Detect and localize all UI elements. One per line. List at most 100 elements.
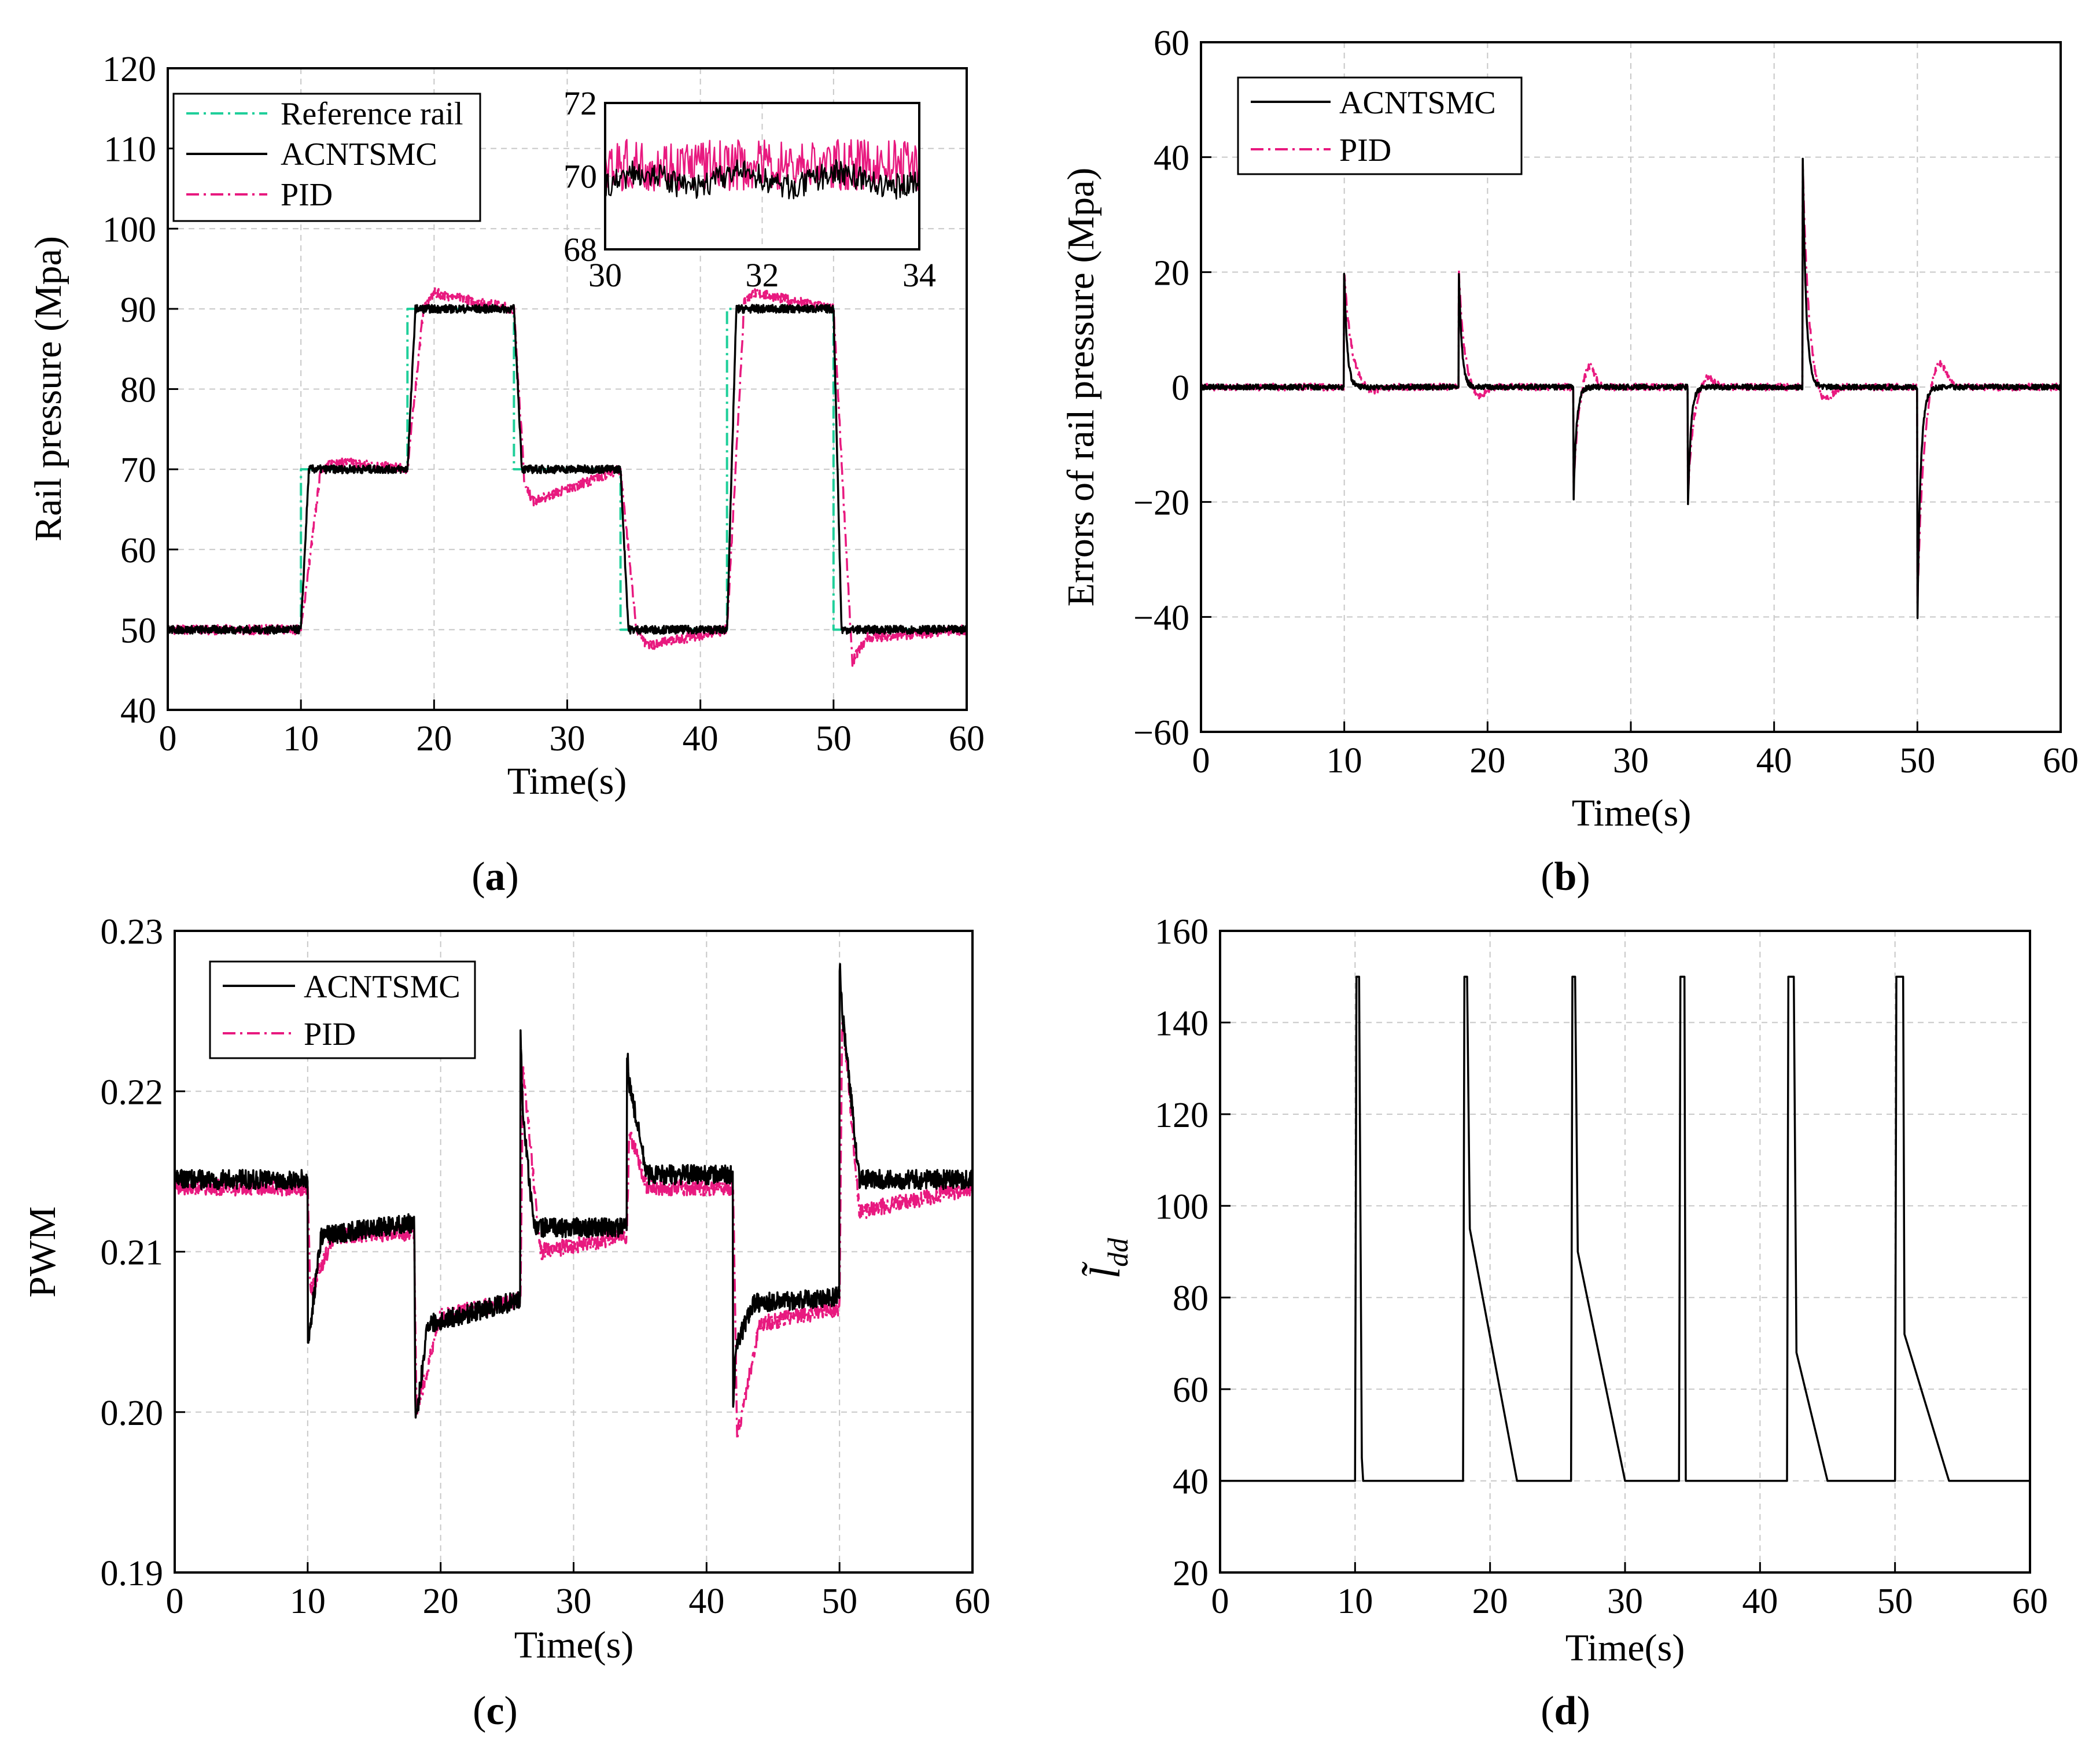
y-tick-label-d: 20 — [1173, 1554, 1209, 1593]
x-tick-label-c: 20 — [423, 1582, 459, 1621]
y-axis-label-c: PWM — [21, 1206, 64, 1298]
x-axis-label-a: Time(s) — [507, 760, 627, 802]
x-axis-label-b: Time(s) — [1572, 792, 1692, 834]
y-axis-label-a: Rail pressure (Mpa) — [27, 236, 69, 542]
y-tick-label-b: −20 — [1133, 484, 1189, 523]
panel-label-d: (d) — [1541, 1689, 1590, 1733]
x-tick-label-a: 40 — [683, 719, 719, 758]
panel-letter-b: b — [1554, 855, 1577, 899]
y-tick-label-a: 50 — [120, 611, 156, 650]
inset-ticks: 30 32 34 68 70 72 — [563, 84, 936, 294]
y-tick-label-a: 70 — [120, 451, 156, 490]
x-tick-label-d: 50 — [1877, 1582, 1913, 1621]
y-tick-label-c: 0.20 — [101, 1394, 164, 1433]
legend-box-c — [209, 960, 476, 1059]
y-tick-label-a: 120 — [102, 50, 156, 89]
inset-series-group — [605, 139, 919, 200]
x-tick-label-d: 0 — [1211, 1582, 1229, 1621]
legend-label-reference: Reference rail — [281, 96, 463, 132]
y-tick-label-d: 80 — [1173, 1279, 1209, 1319]
legend-a: Reference rail ACNTSMC PID — [172, 93, 481, 222]
y-tick-label-b: 0 — [1171, 369, 1189, 408]
x-tick-label-d: 30 — [1607, 1582, 1643, 1621]
x-tick-label-a: 10 — [283, 719, 319, 758]
inset-x-tick-label: 34 — [902, 256, 936, 294]
ticks-b: 0 10 20 30 40 50 60 −60 −40 −20 0 20 40 60 — [1133, 24, 2079, 780]
inset-x-tick-label: 32 — [746, 256, 779, 294]
series-group-c — [175, 963, 972, 1441]
series-line-acntsmc-d — [1220, 975, 2030, 1482]
y-axis-label-d: l̃dd — [1081, 1238, 1134, 1279]
x-tick-label-a: 60 — [949, 719, 985, 758]
chart-panel-b: 0 10 20 30 40 50 60 −60 −40 −20 0 20 40 60 ACNTSMC PI… — [1060, 24, 2079, 899]
series-line-acntsmc-a — [168, 304, 967, 635]
legend-label-acntsmc-c: ACNTSMC — [304, 969, 460, 1005]
legend-label-pid-a: PID — [281, 177, 333, 213]
legend-box-a — [172, 93, 481, 222]
y-tick-label-a: 90 — [120, 290, 156, 330]
legend-label-acntsmc-b: ACNTSMC — [1339, 85, 1496, 121]
legend-label-pid-c: PID — [304, 1017, 356, 1052]
inset-y-tick-label: 70 — [563, 158, 597, 196]
x-tick-label-b: 0 — [1192, 741, 1210, 780]
x-tick-label-c: 50 — [821, 1582, 857, 1621]
inset-line-pid — [605, 139, 919, 191]
y-tick-label-d: 100 — [1155, 1187, 1209, 1227]
x-axis-label-c: Time(s) — [514, 1624, 634, 1666]
y-tick-label-b: 40 — [1154, 139, 1189, 178]
x-tick-label-c: 60 — [955, 1582, 990, 1621]
y-tick-label-c: 0.23 — [101, 912, 164, 952]
y-axis-label-b: Errors of rail pressure (Mpa) — [1060, 168, 1102, 607]
ticks-c: 0 10 20 30 40 50 60 0.19 0.20 0.21 0.22 0.23 — [101, 912, 991, 1621]
series-group-d — [1220, 975, 2030, 1482]
legend-label-acntsmc-a: ACNTSMC — [281, 137, 437, 172]
x-tick-label-a: 50 — [816, 719, 852, 758]
series-line-acntsmc-b — [1201, 157, 2061, 620]
y-tick-label-b: −60 — [1133, 713, 1189, 753]
y-tick-label-c: 0.22 — [101, 1073, 164, 1112]
x-tick-label-d: 60 — [2012, 1582, 2048, 1621]
x-tick-label-b: 20 — [1469, 741, 1505, 780]
panel-label-a: (a) — [471, 855, 519, 899]
inset-frame — [604, 102, 920, 251]
x-tick-label-a: 20 — [416, 719, 452, 758]
y-tick-label-b: 60 — [1154, 24, 1189, 63]
x-tick-label-c: 0 — [166, 1582, 184, 1621]
x-tick-label-d: 20 — [1472, 1582, 1508, 1621]
panel-letter-c: c — [486, 1689, 504, 1733]
y-tick-label-c: 0.21 — [101, 1233, 164, 1273]
y-tick-label-a: 40 — [120, 691, 156, 731]
panel-label-b: (b) — [1541, 855, 1590, 899]
x-tick-label-b: 10 — [1327, 741, 1362, 780]
x-axis-label-d: Time(s) — [1565, 1627, 1685, 1669]
x-tick-label-a: 30 — [550, 719, 585, 758]
y-tick-label-d: 160 — [1155, 912, 1209, 952]
y-tick-label-a: 110 — [104, 130, 156, 170]
x-tick-label-a: 0 — [159, 719, 177, 758]
chart-panel-a: 0 10 20 30 40 50 60 40 50 60 70 80 90 100 110 120 Refer… — [27, 50, 985, 899]
chart-panel-d: 0 10 20 30 40 50 60 20 40 60 80 100 120 140 160 Time(s… — [1081, 912, 2048, 1733]
panel-letter-d: d — [1554, 1689, 1577, 1733]
y-tick-label-a: 100 — [102, 210, 156, 249]
y-tick-label-b: −40 — [1133, 598, 1189, 638]
x-tick-label-d: 40 — [1742, 1582, 1778, 1621]
series-group-a — [168, 287, 967, 667]
series-group-b — [1201, 157, 2061, 620]
y-tick-label-d: 40 — [1173, 1463, 1209, 1502]
legend-c: ACNTSMC PID — [209, 960, 476, 1059]
y-tick-label-d: 140 — [1155, 1004, 1209, 1043]
ticks-a: 0 10 20 30 40 50 60 40 50 60 70 80 90 100 110 120 — [102, 50, 985, 758]
series-line-acntsmc-c — [175, 963, 972, 1419]
inset-y-tick-label: 72 — [563, 84, 597, 122]
inset-x-tick-label: 30 — [588, 256, 622, 294]
x-tick-label-b: 60 — [2043, 741, 2079, 780]
x-tick-label-b: 50 — [1899, 741, 1935, 780]
inset-line-acntsmc — [605, 159, 919, 200]
x-tick-label-b: 30 — [1613, 741, 1649, 780]
y-tick-label-a: 80 — [120, 371, 156, 410]
chart-panel-c: 0 10 20 30 40 50 60 0.19 0.20 0.21 0.22 0.23 ACNTSM… — [21, 912, 990, 1733]
legend-label-pid-b: PID — [1339, 132, 1391, 168]
y-tick-label-d: 120 — [1155, 1096, 1209, 1135]
y-tick-label-a: 60 — [120, 531, 156, 570]
